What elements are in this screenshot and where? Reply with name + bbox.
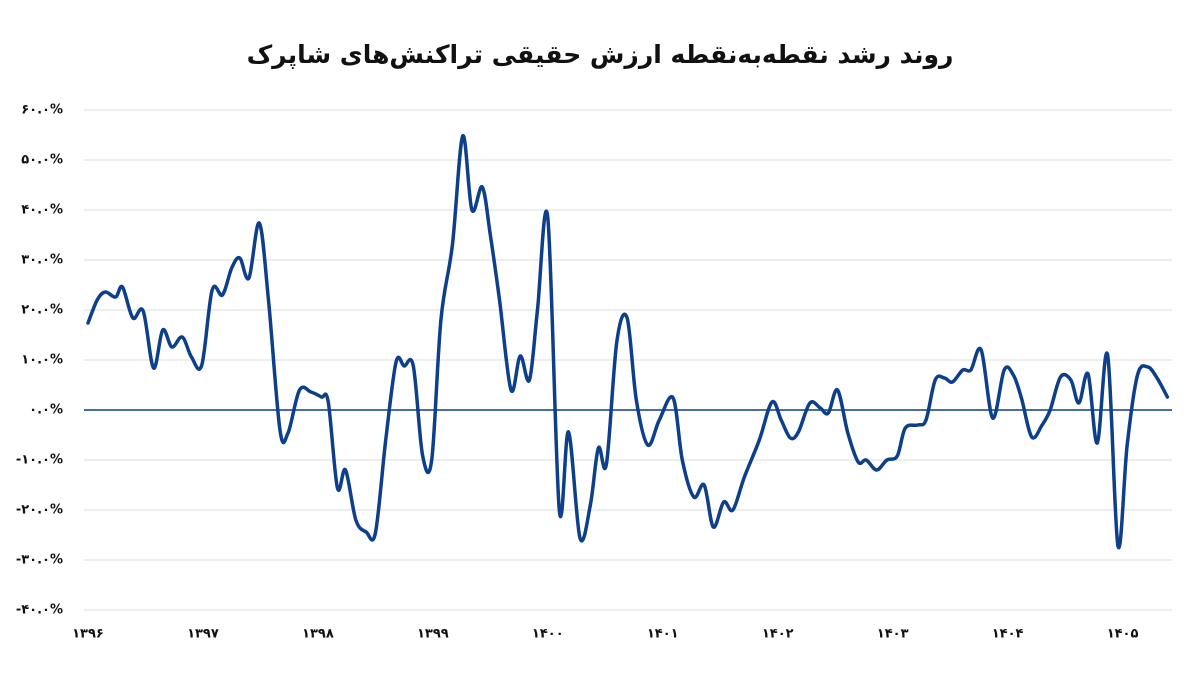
y-tick-label: ۱۰.۰% bbox=[21, 353, 63, 368]
x-tick-label: ۱۴۰۴ bbox=[992, 627, 1024, 642]
x-tick-label: ۱۳۹۶ bbox=[72, 627, 104, 642]
y-tick-label: ۵۰.۰% bbox=[21, 153, 63, 168]
y-tick-label: ۰.۰% bbox=[29, 403, 63, 418]
y-tick-label: ۲۰.۰% bbox=[21, 303, 63, 318]
y-tick-label: -۴۰.۰% bbox=[16, 603, 63, 618]
x-tick-label: ۱۴۰۵ bbox=[1107, 627, 1139, 642]
x-tick-label: ۱۳۹۸ bbox=[302, 627, 334, 642]
x-tick-label: ۱۳۹۷ bbox=[187, 627, 219, 642]
x-tick-label: ۱۴۰۱ bbox=[647, 627, 679, 642]
x-tick-label: ۱۴۰۰ bbox=[532, 627, 564, 642]
y-tick-label: -۳۰.۰% bbox=[16, 553, 63, 568]
y-tick-label: ۶۰.۰% bbox=[21, 103, 63, 118]
x-tick-label: ۱۴۰۳ bbox=[877, 627, 909, 642]
y-tick-label: -۱۰.۰% bbox=[16, 453, 63, 468]
chart-title: روند رشد نقطه‌به‌نقطه ارزش حقیقی تراکنش‌… bbox=[247, 40, 954, 70]
y-tick-label: ۴۰.۰% bbox=[21, 203, 63, 218]
y-tick-label: ۳۰.۰% bbox=[21, 253, 63, 268]
series-line bbox=[86, 134, 1170, 550]
x-tick-label: ۱۴۰۲ bbox=[762, 627, 794, 642]
x-tick-label: ۱۳۹۹ bbox=[417, 627, 449, 642]
y-tick-label: -۲۰.۰% bbox=[16, 503, 63, 518]
